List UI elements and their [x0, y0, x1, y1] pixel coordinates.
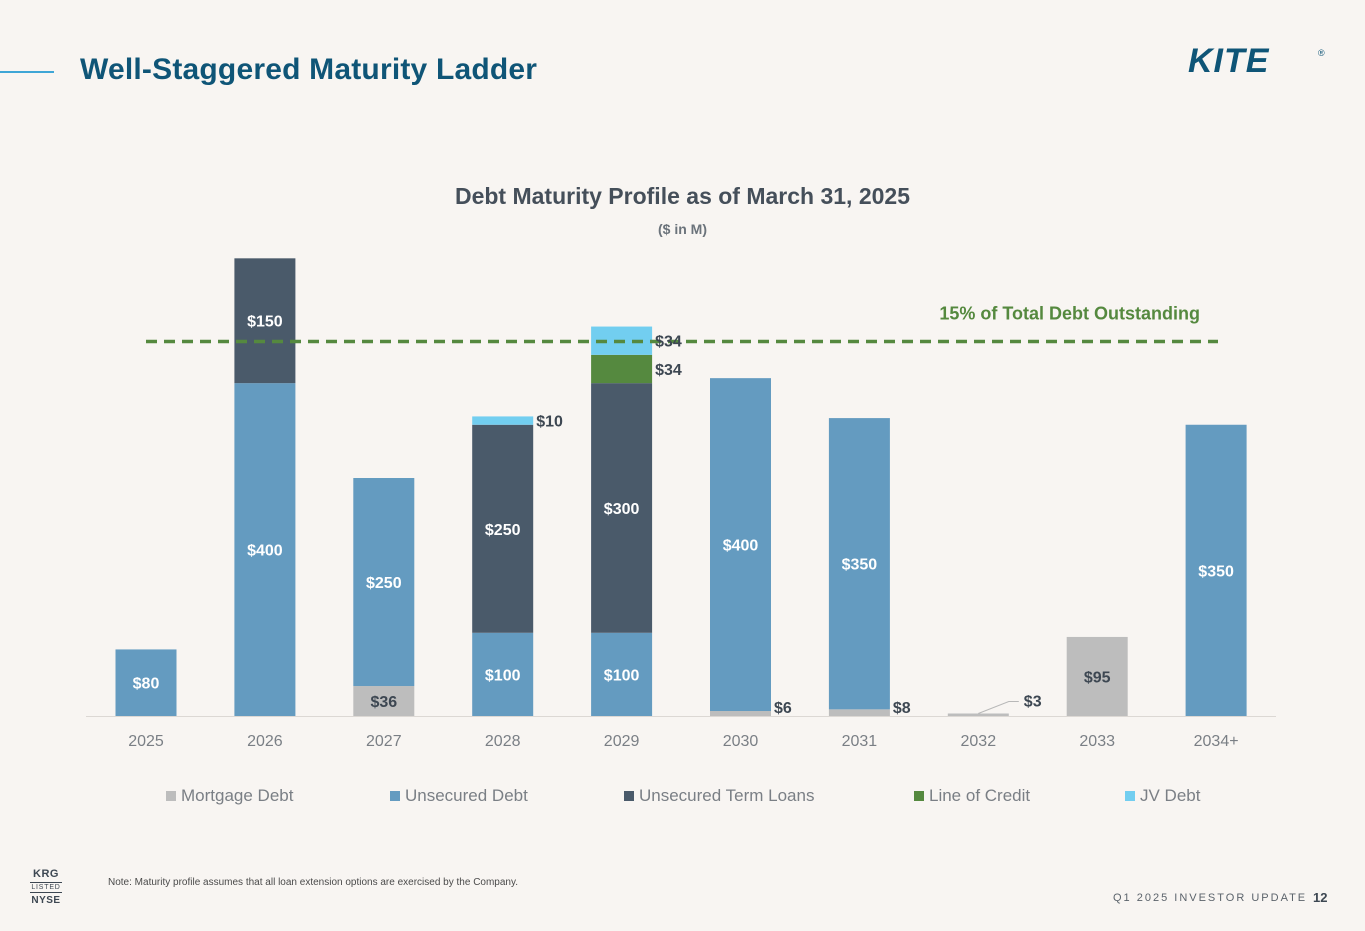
data-label-2026-unsecured: $400	[247, 543, 283, 560]
legend-label-mortgage: Mortgage Debt	[181, 786, 294, 805]
bar-unsecured-2029	[591, 632, 653, 716]
chart-subtitle: ($ in M)	[658, 221, 707, 237]
data-label-2028-jv: $10	[536, 414, 563, 431]
legend-item-term_loans: Unsecured Term Loans	[624, 786, 814, 806]
data-label-2026-term_loans: $150	[247, 314, 283, 331]
data-label-2027-unsecured: $250	[366, 575, 402, 592]
legend-label-line_of_credit: Line of Credit	[929, 786, 1031, 805]
bar-unsecured-2025	[115, 649, 177, 716]
x-tick-label-2033: 2033	[1079, 733, 1115, 750]
logo-registered-mark: ®	[1318, 48, 1325, 58]
chart-legend: Mortgage Debt Unsecured Debt Unsecured Ter…	[0, 786, 1365, 810]
data-label-2029-line_of_credit: $34	[655, 362, 682, 379]
logo-wordmark: KITE	[1188, 44, 1270, 80]
bar-unsecured-2026	[234, 383, 296, 716]
x-tick-label-2026: 2026	[247, 733, 283, 750]
data-label-2028-term_loans: $250	[485, 522, 521, 539]
bar-term_loans-2028	[472, 424, 534, 633]
legend-item-unsecured: Unsecured Debt	[390, 786, 528, 806]
bar-unsecured-2030	[710, 378, 771, 712]
data-label-2027-mortgage: $36	[370, 694, 397, 711]
title-accent-rule	[0, 71, 54, 73]
legend-label-jv: JV Debt	[1140, 786, 1201, 805]
exchange-label: NYSE	[31, 895, 61, 906]
ticker-symbol: KRG	[33, 868, 59, 880]
legend-label-term_loans: Unsecured Term Loans	[639, 786, 815, 805]
data-label-2033-mortgage: $95	[1084, 669, 1111, 686]
data-label-2029-unsecured: $100	[604, 667, 640, 684]
legend-swatch-mortgage	[166, 791, 176, 801]
data-label-2032-mortgage-leader-line	[978, 701, 1019, 714]
bar-unsecured-2034+	[1185, 424, 1247, 716]
bar-term_loans-2026	[234, 258, 296, 384]
data-label-2032-mortgage: $3	[1024, 694, 1042, 711]
data-label-2030-mortgage: $6	[774, 700, 792, 717]
bar-unsecured-2031	[828, 418, 890, 710]
data-label-2028-unsecured: $100	[485, 667, 521, 684]
kite-logo-mark: KITE ®	[1188, 42, 1325, 80]
bar-mortgage-2030	[710, 711, 771, 716]
x-tick-label-2027: 2027	[366, 733, 402, 750]
legend-swatch-unsecured	[390, 791, 400, 801]
bar-mortgage-2032	[947, 713, 1009, 716]
data-label-2029-term_loans: $300	[604, 501, 640, 518]
bar-term_loans-2029	[591, 383, 653, 633]
bar-unsecured-2027	[353, 478, 415, 687]
nyse-listed-badge: KRG LISTED NYSE	[30, 868, 62, 906]
legend-swatch-term_loans	[624, 791, 634, 801]
x-tick-label-2032: 2032	[961, 733, 997, 750]
page-title: Well-Staggered Maturity Ladder	[80, 53, 538, 86]
data-label-2031-mortgage: $8	[893, 700, 911, 717]
page-number: 12	[1313, 890, 1328, 905]
bar-jv-2028	[472, 416, 534, 425]
bar-mortgage-2033	[1066, 636, 1128, 716]
legend-item-jv: JV Debt	[1125, 786, 1200, 806]
kite-logo: KITE ®	[1188, 42, 1333, 85]
data-label-2031-unsecured: $350	[842, 557, 878, 574]
x-tick-label-2030: 2030	[723, 733, 759, 750]
data-label-2025-unsecured: $80	[133, 676, 160, 693]
chart-title: Debt Maturity Profile as of March 31, 20…	[454, 183, 911, 209]
x-tick-label-2025: 2025	[128, 733, 164, 750]
legend-label-unsecured: Unsecured Debt	[405, 786, 528, 805]
bar-mortgage-2027	[353, 686, 415, 716]
bar-unsecured-2028	[472, 632, 534, 716]
x-tick-label-2031: 2031	[842, 733, 878, 750]
legend-swatch-jv	[1125, 791, 1135, 801]
legend-item-mortgage: Mortgage Debt	[166, 786, 293, 806]
footnote: Note: Maturity profile assumes that all …	[108, 877, 519, 888]
bar-line_of_credit-2029	[591, 354, 653, 384]
data-label-2030-unsecured: $400	[723, 538, 759, 555]
x-tick-label-2029: 2029	[604, 733, 640, 750]
footer-label: Q1 2025 INVESTOR UPDATE	[1113, 892, 1308, 904]
data-label-2029-jv: $34	[655, 334, 682, 351]
x-tick-label-2034+: 2034+	[1194, 733, 1239, 750]
threshold-label: 15% of Total Debt Outstanding	[939, 304, 1200, 324]
data-label-2034+-unsecured: $350	[1198, 563, 1234, 580]
bar-mortgage-2031	[828, 709, 890, 716]
x-tick-label-2028: 2028	[485, 733, 521, 750]
legend-swatch-line_of_credit	[914, 791, 924, 801]
legend-item-line_of_credit: Line of Credit	[914, 786, 1030, 806]
listed-label: LISTED	[30, 882, 62, 893]
